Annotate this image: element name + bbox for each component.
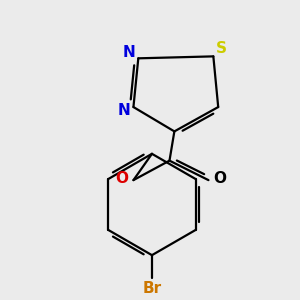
Text: O: O [214,171,227,186]
Text: N: N [122,45,135,60]
Text: S: S [216,41,226,56]
Text: O: O [115,171,128,186]
Text: Br: Br [142,281,161,296]
Text: N: N [117,103,130,118]
